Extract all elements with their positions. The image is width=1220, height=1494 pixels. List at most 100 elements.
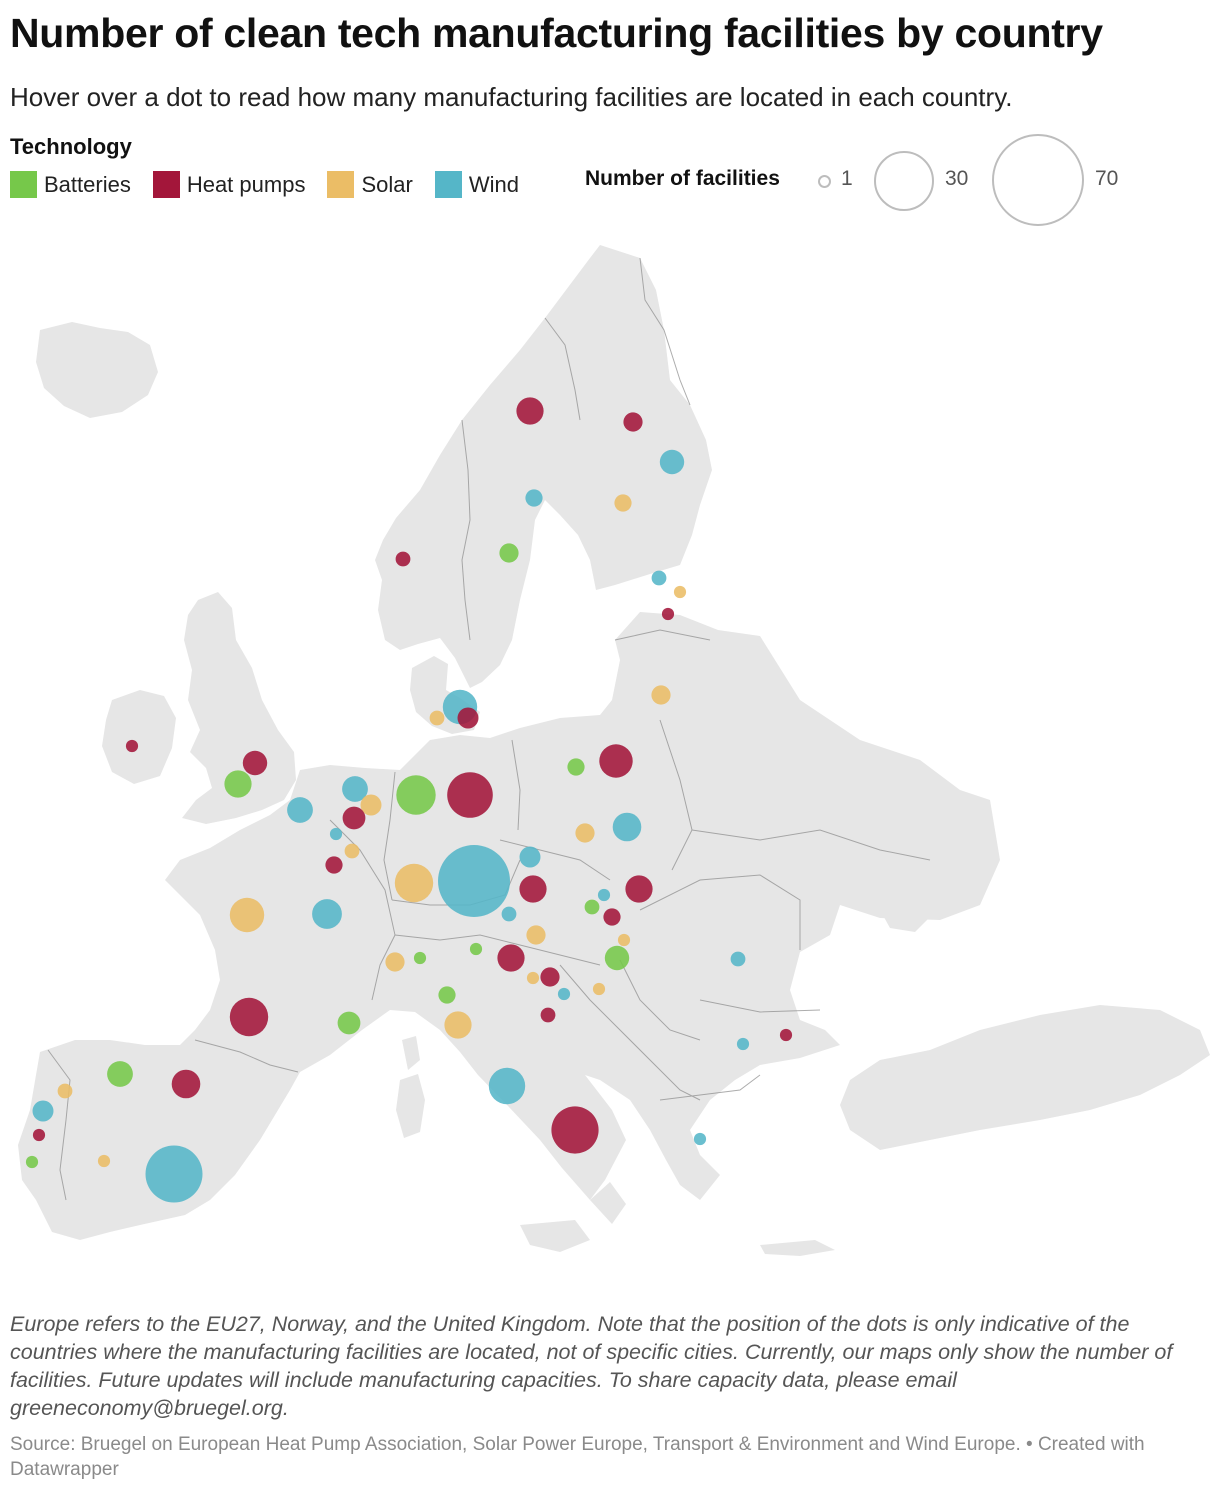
dot-batteries-slovakia[interactable] [584,899,600,915]
legend-item-heat-pumps[interactable]: Heat pumps [152,171,305,198]
dot-heat-pumps-latvia[interactable] [661,607,675,621]
dot-solar-italy[interactable] [444,1011,472,1039]
dot-batteries-portugal-south[interactable] [25,1155,39,1169]
dot-solar-luxembourg[interactable] [344,843,360,859]
dot-solar-germany[interactable] [394,863,434,903]
dot-solar-switzerland[interactable] [385,952,405,972]
dot-heat-pumps-italy-south[interactable] [551,1106,599,1154]
border-france-spain [194,1039,299,1073]
dot-heat-pumps-denmark[interactable] [457,707,479,729]
legend-item-wind[interactable]: Wind [434,171,519,198]
dot-wind-bulgaria[interactable] [736,1037,750,1051]
heat-pumps-swatch [152,171,180,198]
dot-wind-italy[interactable] [488,1067,526,1105]
dot-solar-spain-south[interactable] [97,1154,111,1168]
dot-batteries-austria-west[interactable] [469,942,483,956]
border-hungary-romania [639,874,801,950]
dot-solar-denmark[interactable] [429,710,445,726]
dot-heat-pumps-slovakia[interactable] [625,875,653,903]
land-continental-europe [18,612,1000,1240]
legend-item-batteries[interactable]: Batteries [10,171,131,198]
chart-title: Number of clean tech manufacturing facil… [10,10,1103,56]
dot-solar-poland[interactable] [575,823,595,843]
dot-heat-pumps-norway[interactable] [395,551,411,567]
dot-batteries-italy-north[interactable] [438,986,456,1004]
chart-subtitle: Hover over a dot to read how many manufa… [10,82,1013,112]
dot-solar-slovenia[interactable] [526,971,540,985]
dot-heat-pumps-sweden-north[interactable] [516,397,544,425]
dot-wind-croatia[interactable] [557,987,571,1001]
legend-label-batteries: Batteries [44,171,131,197]
dot-wind-sweden[interactable] [525,489,543,507]
dot-batteries-united-kingdom[interactable] [224,770,252,798]
dot-batteries-germany[interactable] [396,775,436,815]
dot-solar-finland[interactable] [614,494,632,512]
dot-heat-pumps-slovenia[interactable] [540,967,560,987]
dot-wind-slovakia[interactable] [597,888,611,902]
dot-wind-czechia[interactable] [519,846,541,868]
dot-batteries-switzerland[interactable] [413,951,427,965]
dot-heat-pumps-finland-north[interactable] [623,412,643,432]
dot-heat-pumps-hungary[interactable] [603,908,621,926]
dot-solar-austria[interactable] [526,925,546,945]
border-czechia [499,839,611,881]
dot-heat-pumps-france[interactable] [229,997,269,1037]
land-layer [18,245,1210,1256]
dot-wind-france[interactable] [312,899,342,929]
dot-wind-finland-east[interactable] [659,449,685,475]
size-ring-medium [874,151,934,211]
border-baltics [614,629,711,641]
dot-wind-greece[interactable] [693,1132,707,1146]
dot-batteries-sweden[interactable] [499,543,519,563]
dot-solar-portugal[interactable] [57,1083,73,1099]
land-great-britain [182,592,296,824]
technology-legend-heading: Technology [10,134,132,159]
border-balkans [559,964,701,1101]
dot-solar-estonia[interactable] [673,585,687,599]
dot-wind-romania[interactable] [730,951,746,967]
solar-swatch [327,171,355,198]
dot-batteries-poland[interactable] [567,758,585,776]
dot-batteries-france[interactable] [337,1011,361,1035]
dot-heat-pumps-portugal[interactable] [32,1128,46,1142]
dot-wind-netherlands[interactable] [342,776,368,802]
dot-heat-pumps-belgium[interactable] [342,806,366,830]
chart-notes: Europe refers to the EU27, Norway, and t… [10,1312,1173,1420]
size-ring-small [818,175,831,188]
size-label-30: 30 [945,167,969,190]
dot-wind-portugal[interactable] [32,1100,54,1122]
dot-wind-germany[interactable] [438,845,510,917]
dot-batteries-spain-north[interactable] [107,1061,133,1087]
legend-item-solar[interactable]: Solar [327,171,413,198]
dot-wind-united-kingdom[interactable] [287,797,313,823]
dot-heat-pumps-croatia[interactable] [540,1007,556,1023]
border-spain-portugal [47,1049,71,1201]
dot-heat-pumps-united-kingdom[interactable] [242,750,268,776]
dot-solar-croatia[interactable] [592,982,606,996]
dot-heat-pumps-germany[interactable] [447,772,493,818]
dot-wind-estonia[interactable] [651,570,667,586]
border-serbia [619,959,701,1041]
dot-heat-pumps-austria[interactable] [497,944,525,972]
land-italy-south-tip [590,1182,626,1224]
dot-wind-belgium[interactable] [329,827,343,841]
size-label-70: 70 [1095,167,1119,190]
dot-heat-pumps-czechia[interactable] [519,875,547,903]
border-greece-north [659,1074,761,1101]
facility-dots [25,397,793,1203]
dot-heat-pumps-spain[interactable] [171,1069,201,1099]
dot-wind-austria[interactable] [501,906,517,922]
dot-solar-lithuania[interactable] [651,685,671,705]
dot-heat-pumps-ireland[interactable] [125,739,139,753]
dot-heat-pumps-poland[interactable] [599,744,633,778]
dot-heat-pumps-luxembourg[interactable] [325,856,343,874]
dot-heat-pumps-bulgaria[interactable] [779,1028,793,1042]
dot-wind-spain[interactable] [145,1145,203,1203]
dot-wind-poland[interactable] [612,812,642,842]
wind-swatch [434,171,462,198]
dot-solar-netherlands[interactable] [360,794,382,816]
dot-solar-france[interactable] [229,897,265,933]
dot-batteries-hungary[interactable] [604,945,630,971]
border-ukraine-belarus [691,829,931,861]
dot-solar-hungary[interactable] [617,933,631,947]
